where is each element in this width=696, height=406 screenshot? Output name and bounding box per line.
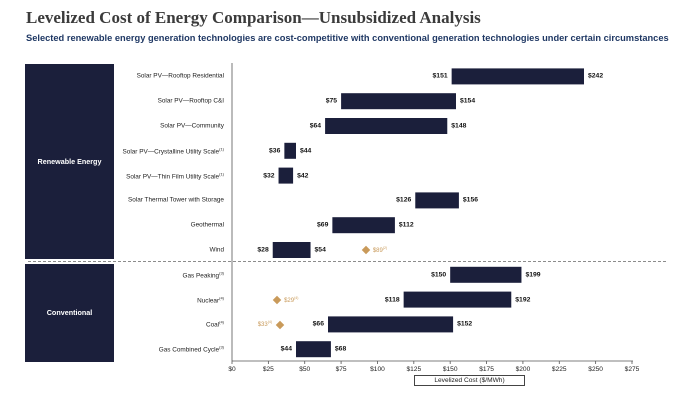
marker-point: $29(4): [272, 295, 299, 305]
bar-range: [403, 291, 512, 308]
chart-title: Levelized Cost of Energy Comparison—Unsu…: [26, 8, 481, 27]
row-label: Solar PV—Rooftop C&I: [158, 98, 224, 105]
bar-low-label: $36: [269, 147, 281, 155]
marker-note: (4): [294, 295, 299, 300]
bar-low-label: $69: [317, 221, 329, 229]
x-tick-label: $75: [335, 366, 347, 373]
row-label: Solar PV—Rooftop Residential: [137, 73, 224, 80]
row-label-text: Solar PV—Thin Film Utility Scale: [126, 173, 220, 181]
x-tick-label: $150: [442, 366, 458, 373]
marker-label: $29(4): [284, 295, 299, 304]
group-label-conventional: Conventional: [25, 264, 114, 362]
x-tick-label: $125: [406, 366, 422, 373]
row-label-note: (1): [219, 146, 224, 152]
row-label: Solar Thermal Tower with Storage: [128, 197, 224, 204]
row-label: Solar PV—Thin Film Utility Scale(1): [126, 171, 224, 180]
bar-range: [325, 118, 448, 134]
bar-range: [341, 93, 456, 110]
x-tick-label: $100: [370, 366, 385, 373]
bar-range: [415, 192, 459, 209]
bar-range: [284, 142, 296, 159]
bar-low-label: $126: [396, 196, 412, 204]
row-label-note: (1): [219, 171, 224, 177]
diamond-marker-icon: [361, 246, 371, 255]
bar-high-label: $42: [297, 172, 309, 180]
row-label-note: (4): [219, 295, 224, 301]
row-label-text: Nuclear: [197, 297, 220, 305]
marker-label: $89(2): [372, 246, 388, 254]
row-label-note: (4): [219, 319, 224, 325]
x-tick-label: $225: [551, 366, 567, 373]
group-label-renewable-energy: Renewable Energy: [25, 64, 114, 260]
bar-high-label: $156: [462, 196, 479, 204]
row-label-text: Solar PV—Crystalline Utility Scale: [122, 148, 220, 156]
row-label-note: (3): [219, 270, 224, 276]
x-tick-label: $0: [228, 366, 236, 373]
row-label: Nuclear(4): [197, 295, 224, 304]
row-label-text: Solar PV—Community: [160, 122, 224, 130]
bar-low-label: $75: [325, 97, 338, 105]
bar-high-label: $112: [398, 221, 414, 229]
bar-high-label: $44: [300, 147, 312, 155]
bar-range: [278, 167, 294, 184]
marker-point: $33(4): [257, 320, 285, 330]
bar-high-label: $242: [588, 72, 604, 80]
row-label: Gas Peaking(3): [183, 270, 224, 279]
row-label-text: Gas Peaking: [182, 272, 220, 280]
bar-range: [451, 68, 584, 85]
bar-range: [332, 217, 395, 234]
diamond-marker-icon: [272, 295, 282, 305]
bar-high-label: $54: [314, 246, 326, 254]
row-label-text: Wind: [209, 246, 224, 254]
row-label-text: Geothermal: [190, 221, 224, 229]
marker-value: $89: [372, 248, 383, 254]
bar-range: [272, 242, 311, 258]
row-label: Solar PV—Crystalline Utility Scale(1): [123, 146, 225, 155]
diamond-marker-icon: [275, 320, 285, 330]
row-label: Gas Combined Cycle(3): [159, 345, 224, 354]
bar-range: [328, 316, 454, 333]
marker-value: $29: [284, 297, 295, 304]
bar-low-label: $44: [280, 345, 292, 353]
bar-high-label: $148: [451, 122, 467, 130]
x-tick-label: $175: [479, 366, 494, 373]
marker-label: $33(4): [257, 320, 272, 329]
row-label-text: Solar PV—Rooftop Residential: [136, 72, 224, 80]
bar-range: [450, 266, 522, 283]
bar-low-label: $151: [432, 72, 448, 80]
bar-high-label: $199: [525, 271, 541, 279]
row-label: Geothermal: [191, 222, 224, 229]
bar-range: [296, 341, 331, 358]
x-tick-label: $25: [262, 366, 274, 373]
x-axis-label: Levelized Cost ($/MWh): [414, 375, 525, 386]
row-label-text: Gas Combined Cycle: [158, 346, 220, 354]
x-tick-label: $50: [299, 366, 311, 373]
chart-subtitle: Selected renewable energy generation tec…: [26, 33, 669, 43]
x-tick-label: $200: [515, 366, 531, 373]
row-label-text: Solar Thermal Tower with Storage: [127, 196, 224, 204]
row-label: Solar PV—Community: [160, 123, 224, 130]
bar-high-label: $152: [457, 320, 473, 328]
bar-low-label: $118: [384, 296, 400, 304]
bar-high-label: $192: [515, 296, 531, 304]
bar-low-label: $66: [312, 320, 324, 328]
x-tick-label: $250: [588, 366, 603, 373]
row-label-note: (3): [219, 344, 224, 350]
row-label-text: Solar PV—Rooftop C&I: [157, 97, 224, 105]
bar-low-label: $150: [431, 271, 447, 279]
marker-note: (4): [267, 320, 272, 325]
row-label: Wind: [209, 247, 224, 254]
row-label-text: Coal: [205, 321, 220, 329]
bar-low-label: $32: [263, 172, 275, 180]
bar-high-label: $68: [334, 345, 347, 353]
bar-low-label: $64: [309, 122, 322, 130]
marker-note: (2): [382, 246, 388, 250]
bar-low-label: $28: [257, 246, 269, 254]
bar-high-label: $154: [460, 97, 476, 105]
marker-value: $33: [257, 322, 268, 329]
row-label: Coal(4): [206, 320, 224, 329]
marker-point: $89(2): [361, 246, 388, 255]
x-tick-label: $275: [624, 366, 640, 373]
